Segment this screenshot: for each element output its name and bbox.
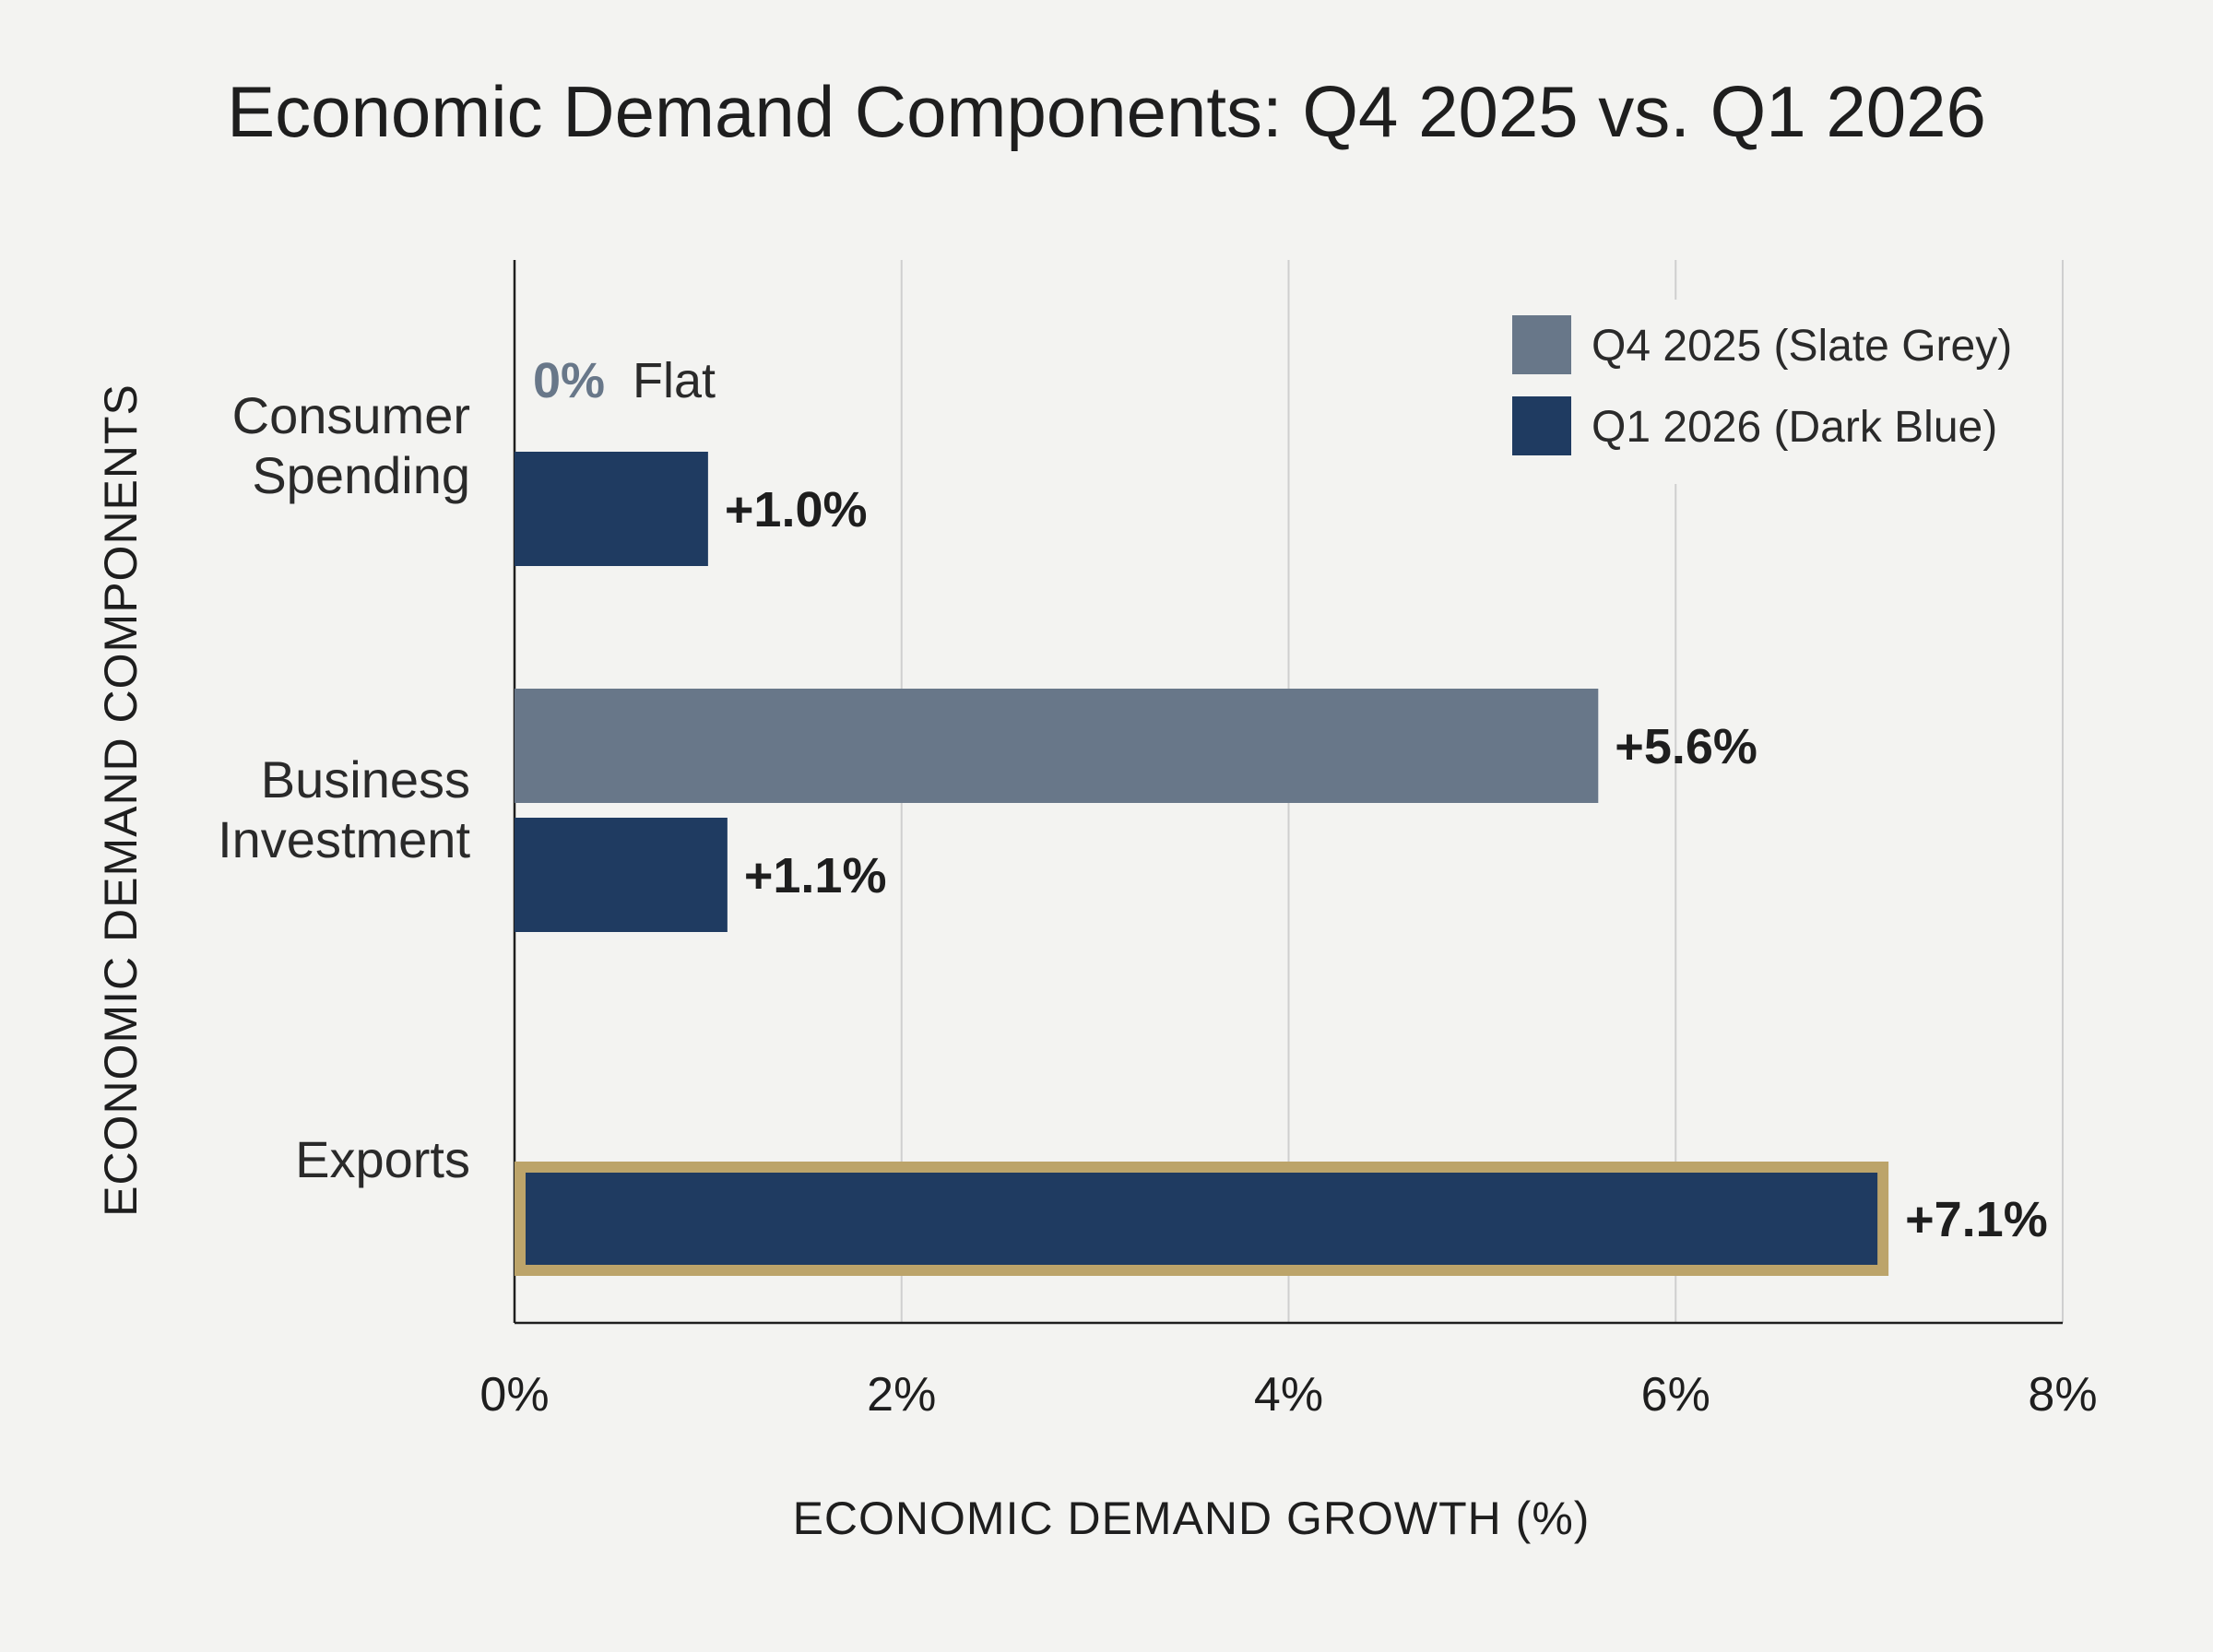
bar-q1-consumer-spending bbox=[515, 452, 708, 566]
chart-title: Economic Demand Components: Q4 2025 vs. … bbox=[227, 71, 1986, 152]
category-label-exports: Exports bbox=[295, 1130, 470, 1188]
legend-background bbox=[1489, 300, 2047, 484]
legend-label-q4: Q4 2025 (Slate Grey) bbox=[1592, 322, 2012, 371]
data-label-q1-exports: +7.1% bbox=[1905, 1192, 2048, 1247]
category-label-consumer-spending: Consumer Spending bbox=[232, 386, 470, 504]
legend: Q4 2025 (Slate Grey) Q1 2026 (Dark Blue) bbox=[1489, 300, 2047, 484]
x-axis-title: ECONOMIC DEMAND GROWTH (%) bbox=[793, 1493, 1591, 1544]
data-label-q4-consumer-spending: 0% bbox=[533, 353, 605, 408]
data-label-q1-consumer-spending: +1.0% bbox=[725, 482, 868, 537]
x-tick-label: 2% bbox=[867, 1368, 936, 1422]
category-label-business-investment: Business Investment bbox=[218, 750, 470, 868]
bars bbox=[515, 452, 1889, 1276]
flat-annotation: Flat bbox=[633, 353, 716, 408]
legend-swatch-q4 bbox=[1512, 315, 1571, 374]
x-tick-label: 4% bbox=[1254, 1368, 1323, 1422]
data-label-q1-business-investment: +1.1% bbox=[744, 848, 887, 903]
x-tick-label: 0% bbox=[479, 1368, 549, 1422]
y-axis-title: ECONOMIC DEMAND COMPONENTS bbox=[95, 384, 147, 1217]
legend-swatch-q1 bbox=[1512, 396, 1571, 455]
x-tick-label: 8% bbox=[2028, 1368, 2097, 1422]
x-tick-label: 6% bbox=[1641, 1368, 1710, 1422]
labels: 0% 2% 4% 6% 8% 0% Flat +1.0% +5.6% +1.1% +7.1% Cons… bbox=[218, 353, 2097, 1422]
bar-q1-business-investment bbox=[515, 818, 728, 932]
bar-q4-business-investment bbox=[515, 689, 1599, 803]
legend-label-q1: Q1 2026 (Dark Blue) bbox=[1592, 403, 1997, 452]
bar-q1-exports bbox=[526, 1173, 1878, 1265]
data-label-q4-business-investment: +5.6% bbox=[1615, 719, 1757, 774]
